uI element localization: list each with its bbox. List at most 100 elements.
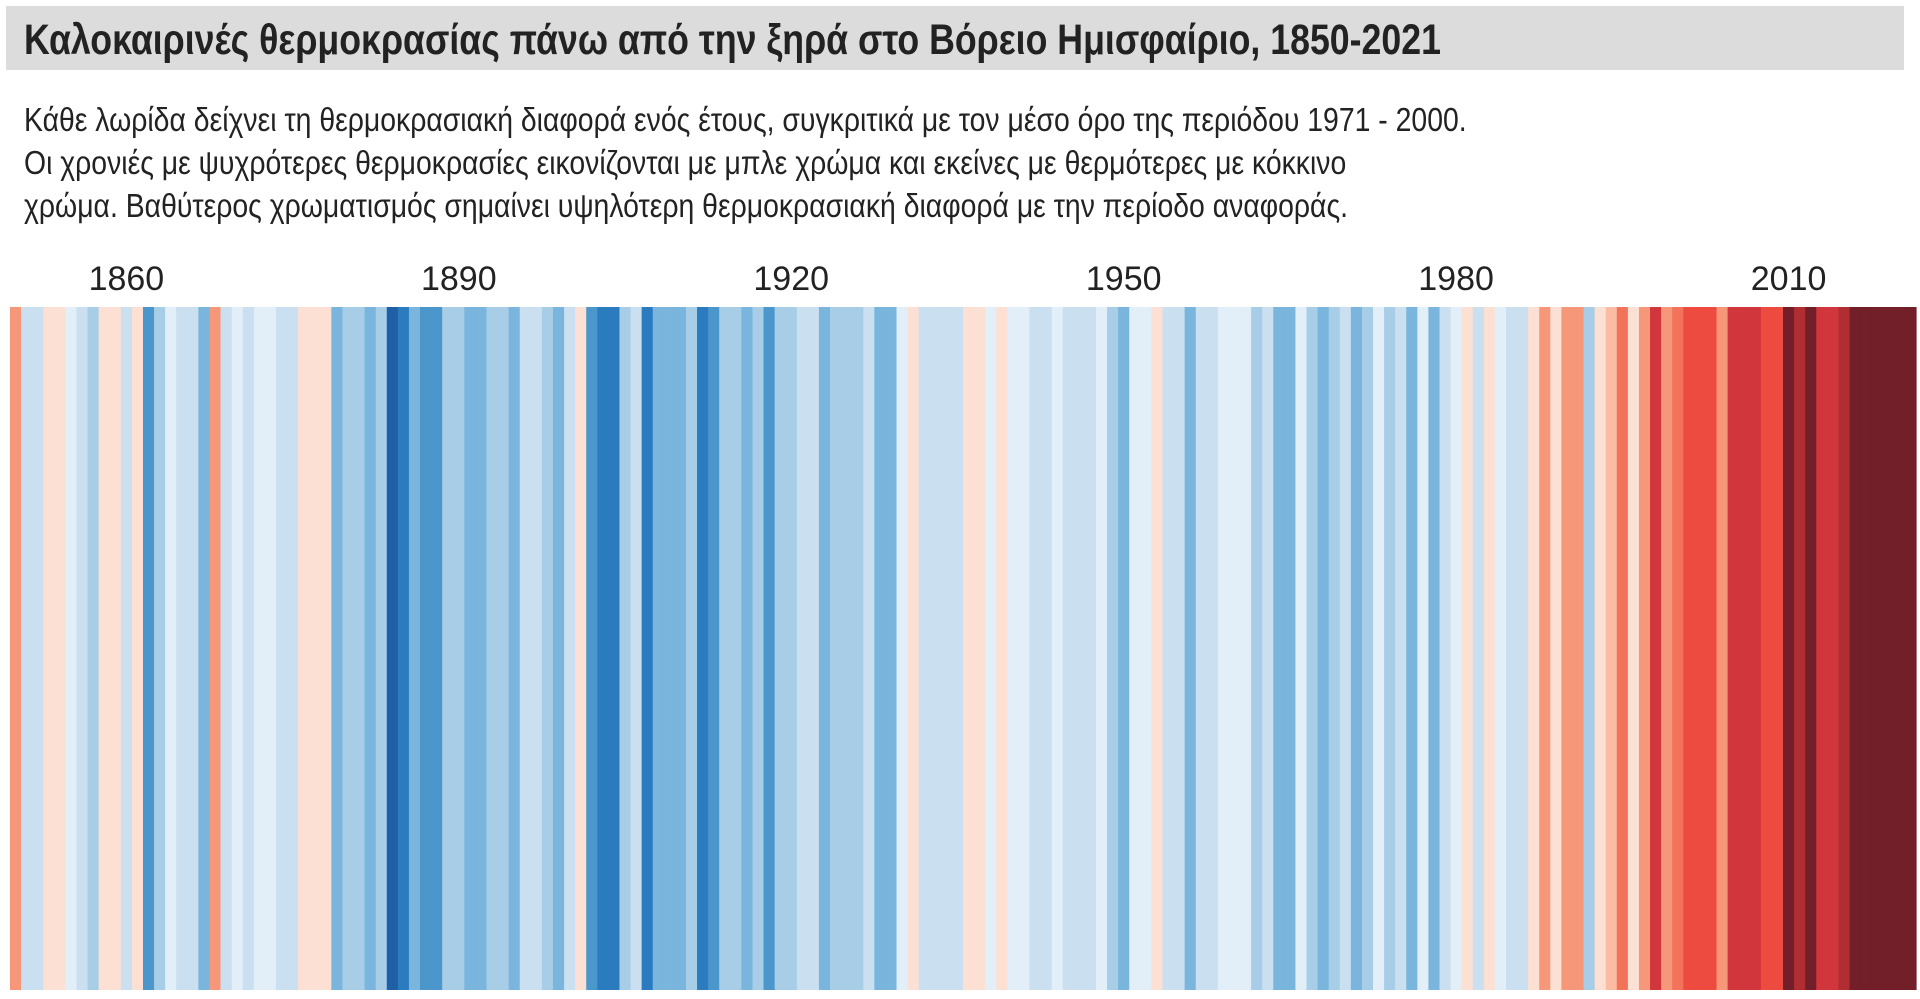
stripe-1871 (242, 307, 255, 990)
stripe-1917 (752, 307, 765, 990)
stripe-1863 (154, 307, 166, 990)
stripe-1992 (1583, 307, 1596, 990)
stripe-1897 (530, 307, 543, 990)
stripe-1873 (264, 307, 277, 990)
stripe-2014 (1827, 307, 1840, 990)
x-tick-label: 1890 (421, 260, 497, 298)
warming-stripes-chart: 1860 1890 1920 1950 1980 2010 (10, 260, 1917, 990)
stripe-1921 (796, 307, 809, 990)
stripe-2021 (1904, 307, 1917, 990)
stripe-1860 (120, 307, 133, 990)
stripe-1861 (131, 307, 144, 990)
stripe-1993 (1594, 307, 1607, 990)
stripe-1850 (10, 307, 22, 990)
stripe-1856 (76, 307, 89, 990)
stripe-1988 (1539, 307, 1551, 990)
stripe-1953 (1151, 307, 1164, 990)
stripe-1927 (863, 307, 875, 990)
stripe-1994 (1605, 307, 1618, 990)
stripe-1890 (453, 307, 465, 990)
stripe-1884 (386, 307, 399, 990)
stripe-1852 (32, 307, 44, 990)
stripe-1904 (608, 307, 621, 990)
stripe-1911 (685, 307, 698, 990)
stripe-1918 (763, 307, 776, 990)
stripe-2018 (1871, 307, 1884, 990)
stripe-1952 (1140, 307, 1152, 990)
stripe-1944 (1051, 307, 1064, 990)
stripe-1980 (1450, 307, 1463, 990)
stripe-1968 (1317, 307, 1330, 990)
stripe-1907 (641, 307, 654, 990)
stripe-1958 (1206, 307, 1219, 990)
stripe-1971 (1350, 307, 1363, 990)
stripe-1931 (907, 307, 920, 990)
stripe-1970 (1339, 307, 1352, 990)
stripe-1949 (1107, 307, 1119, 990)
stripe-1977 (1417, 307, 1430, 990)
stripe-2004 (1716, 307, 1729, 990)
stripe-1929 (885, 307, 898, 990)
stripe-1926 (852, 307, 864, 990)
stripe-1984 (1494, 307, 1507, 990)
stripe-1905 (619, 307, 632, 990)
stripe-1966 (1295, 307, 1308, 990)
stripe-2017 (1860, 307, 1873, 990)
stripe-1901 (575, 307, 587, 990)
stripe-2000 (1672, 307, 1684, 990)
stripe-1855 (65, 307, 78, 990)
stripe-1902 (586, 307, 598, 990)
stripe-1888 (431, 307, 443, 990)
stripe-2010 (1783, 307, 1795, 990)
stripe-1932 (918, 307, 931, 990)
stripe-1976 (1406, 307, 1418, 990)
stripe-1989 (1550, 307, 1562, 990)
stripe-1999 (1661, 307, 1673, 990)
stripe-1946 (1073, 307, 1086, 990)
x-tick-label: 1950 (1086, 260, 1162, 298)
stripe-1859 (109, 307, 122, 990)
stripe-1922 (807, 307, 820, 990)
stripe-1964 (1273, 307, 1285, 990)
stripe-1991 (1572, 307, 1585, 990)
stripe-1990 (1561, 307, 1574, 990)
stripe-1935 (951, 307, 964, 990)
stripe-1985 (1505, 307, 1518, 990)
stripe-2013 (1816, 307, 1828, 990)
stripe-1920 (785, 307, 798, 990)
stripe-1942 (1029, 307, 1042, 990)
stripe-1975 (1395, 307, 1407, 990)
stripe-2007 (1749, 307, 1762, 990)
stripe-1862 (142, 307, 155, 990)
stripe-1960 (1228, 307, 1241, 990)
stripe-1962 (1251, 307, 1263, 990)
stripe-1972 (1361, 307, 1374, 990)
stripe-1896 (519, 307, 532, 990)
stripe-1923 (818, 307, 831, 990)
subtitle-line: χρώμα. Βαθύτερος χρωματισμός σημαίνει υψ… (24, 187, 1349, 224)
x-tick-label: 1980 (1418, 260, 1494, 298)
stripe-1938 (985, 307, 997, 990)
stripe-1956 (1184, 307, 1197, 990)
stripe-1895 (508, 307, 521, 990)
stripe-1887 (420, 307, 432, 990)
stripe-1853 (43, 307, 55, 990)
stripe-1969 (1328, 307, 1341, 990)
stripe-1867 (198, 307, 211, 990)
stripe-1868 (209, 307, 222, 990)
stripe-1986 (1517, 307, 1529, 990)
stripe-1881 (353, 307, 366, 990)
subtitle-line: Κάθε λωρίδα δείχνει τη θερμοκρασιακή δια… (24, 101, 1467, 138)
stripe-1916 (741, 307, 754, 990)
stripe-1967 (1306, 307, 1319, 990)
stripe-1851 (21, 307, 33, 990)
stripe-1915 (730, 307, 742, 990)
subtitle-line: Οι χρονιές με ψυχρότερες θερμοκρασίες ει… (24, 144, 1347, 181)
stripe-1889 (442, 307, 454, 990)
stripe-1872 (253, 307, 266, 990)
stripe-1936 (963, 307, 975, 990)
stripe-1874 (275, 307, 288, 990)
stripe-1906 (630, 307, 643, 990)
stripe-1945 (1062, 307, 1075, 990)
stripe-1979 (1439, 307, 1452, 990)
